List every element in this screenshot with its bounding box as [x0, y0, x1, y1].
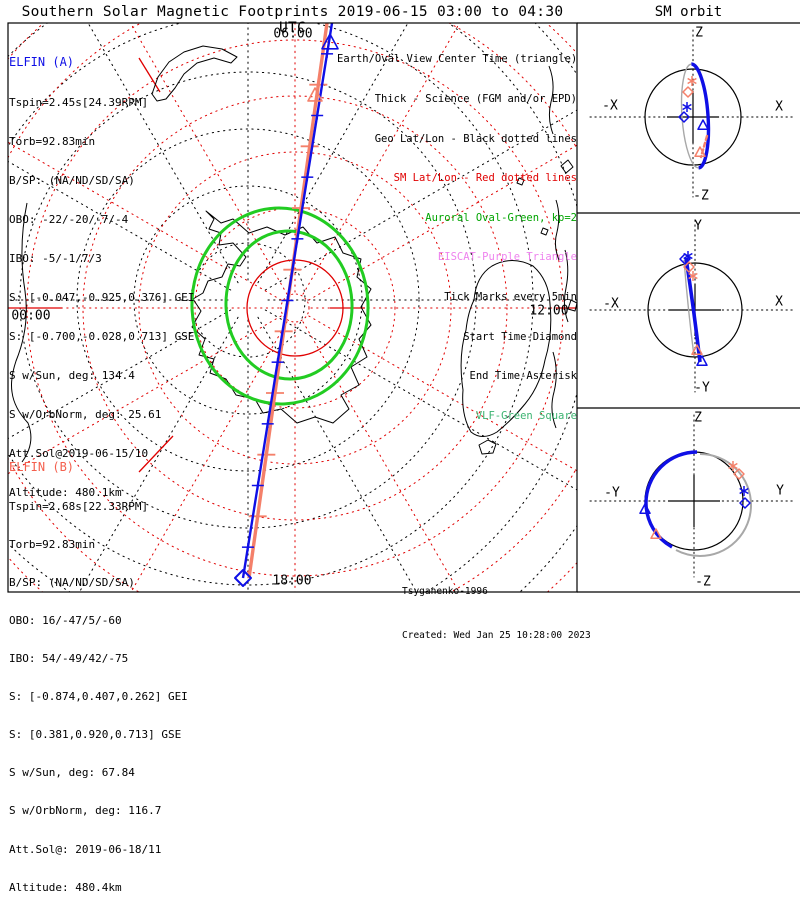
legend-line: EISCAT-Purple Triangle — [437, 251, 577, 264]
elfin-b-title: ELFIN (B) — [9, 460, 75, 475]
elfin-b-line: Tspin=2.68s[22.33RPM] — [9, 499, 149, 513]
axis-label-y-top-2: Y — [694, 218, 702, 234]
legend-line: Auroral Oval-Green, kp=2 — [425, 211, 577, 224]
footprint-plot-page: { "title": "Southern Solar Magnetic Foot… — [7, 4, 800, 894]
footprint-map-canvas — [7, 22, 800, 593]
elfin-b-line: Torb=92.83min — [9, 537, 96, 551]
elfin-a-line: B/SP: (NA/ND/SD/SA) — [9, 174, 135, 187]
elfin-a-line: Att.Sol@2019-06-15/10 — [9, 447, 149, 460]
legend-line: Tick Marks every 5min — [444, 291, 577, 304]
elfin-a-line: Torb=92.83min — [9, 135, 96, 148]
axis-label-y-right-3: Y — [776, 483, 784, 499]
created-label: Created: Wed Jan 25 10:28:00 2023 — [402, 629, 591, 641]
legend-line: SM Lat/Lon - Red dotted lines — [393, 172, 577, 185]
axis-label-x-right-1: X — [775, 99, 783, 115]
model-label: Tsyganenko-1996 — [402, 586, 488, 597]
elfin-b-line: Altitude: 480.4km — [9, 880, 122, 894]
axis-label-x-left-2: -X — [603, 296, 619, 312]
elfin-b-line: IBO: 54/-49/42/-75 — [9, 651, 129, 665]
elfin-a-line: IBO: -5/-1/7/3 — [9, 252, 102, 265]
elfin-b-line: Att.Sol@: 2019-06-18/11 — [9, 842, 162, 856]
elfin-b-line: B/SP: (NA/ND/SD/SA) — [9, 575, 135, 589]
sm-orbit-title: SM orbit — [654, 4, 723, 20]
elfin-a-line: S w/OrbNorm, deg: 25.61 — [9, 408, 162, 421]
axis-label-y-left-3: -Y — [604, 485, 620, 501]
mlt-label-0600: 06:00 — [273, 26, 313, 42]
mlt-label-1800: 18:00 — [272, 573, 312, 589]
footer-credits: Tsyganenko-1996 Created: Wed Jan 25 10:2… — [402, 556, 591, 658]
elfin-b-line: S w/Sun, deg: 67.84 — [9, 766, 135, 780]
elfin-a-info-block: ELFIN (A) Tspin=2.45s[24.39RPM] Torb=92.… — [9, 30, 194, 512]
page-title: Southern Solar Magnetic Footprints 2019-… — [21, 4, 564, 36]
elfin-b-line: S w/OrbNorm, deg: 116.7 — [9, 804, 162, 818]
elfin-a-line: Altitude: 480.1km — [9, 486, 122, 499]
elfin-b-line: S: [-0.874,0.407,0.262] GEI — [9, 690, 188, 704]
axis-label-z-top-1: Z — [695, 25, 703, 41]
legend-line: Geo Lat/Lon - Black dotted lines — [374, 132, 577, 145]
legend-line: End Time-Asterisk — [469, 370, 577, 383]
elfin-a-line: S: [-0.047,-0.925,0.376] GEI — [9, 291, 195, 304]
axis-label-x-right-2: X — [775, 294, 783, 310]
axis-label-z-top-3: Z — [694, 410, 702, 426]
legend-line: Earth/Oval View Center Time (triangle) — [337, 53, 578, 66]
mlt-label-0000: 00:00 — [11, 308, 51, 324]
elfin-a-line: OBO: -22/-20/-7/-4 — [9, 213, 129, 226]
elfin-b-info-block: ELFIN (B) Tspin=2.68s[22.33RPM] Torb=92.… — [9, 436, 188, 907]
legend-line: VLF-Green Square — [475, 409, 577, 422]
elfin-a-line: S w/Sun, deg: 134.4 — [9, 369, 135, 382]
legend-line: Start Time-Diamond — [463, 330, 577, 343]
elfin-a-title: ELFIN (A) — [9, 55, 75, 69]
elfin-a-line: Tspin=2.45s[24.39RPM] — [9, 96, 149, 109]
legend-line: Thick - Science (FGM and/or EPD) — [374, 93, 577, 106]
mlt-label-1200: 12:00 — [529, 303, 569, 319]
elfin-b-line: OBO: 16/-47/5/-60 — [9, 613, 122, 627]
map-legend: Earth/Oval View Center Time (triangle) T… — [337, 27, 577, 436]
axis-label-z-bottom-1: -Z — [693, 188, 709, 204]
elfin-a-line: S: [-0.700,-0.028,0.713] GSE — [9, 330, 195, 343]
elfin-b-line: S: [0.381,0.920,0.713] GSE — [9, 728, 182, 742]
axis-label-z-bottom-3: -Z — [695, 574, 711, 590]
axis-label-x-left-1: -X — [602, 98, 618, 114]
axis-label-y-bottom-2: -Y — [694, 380, 710, 396]
